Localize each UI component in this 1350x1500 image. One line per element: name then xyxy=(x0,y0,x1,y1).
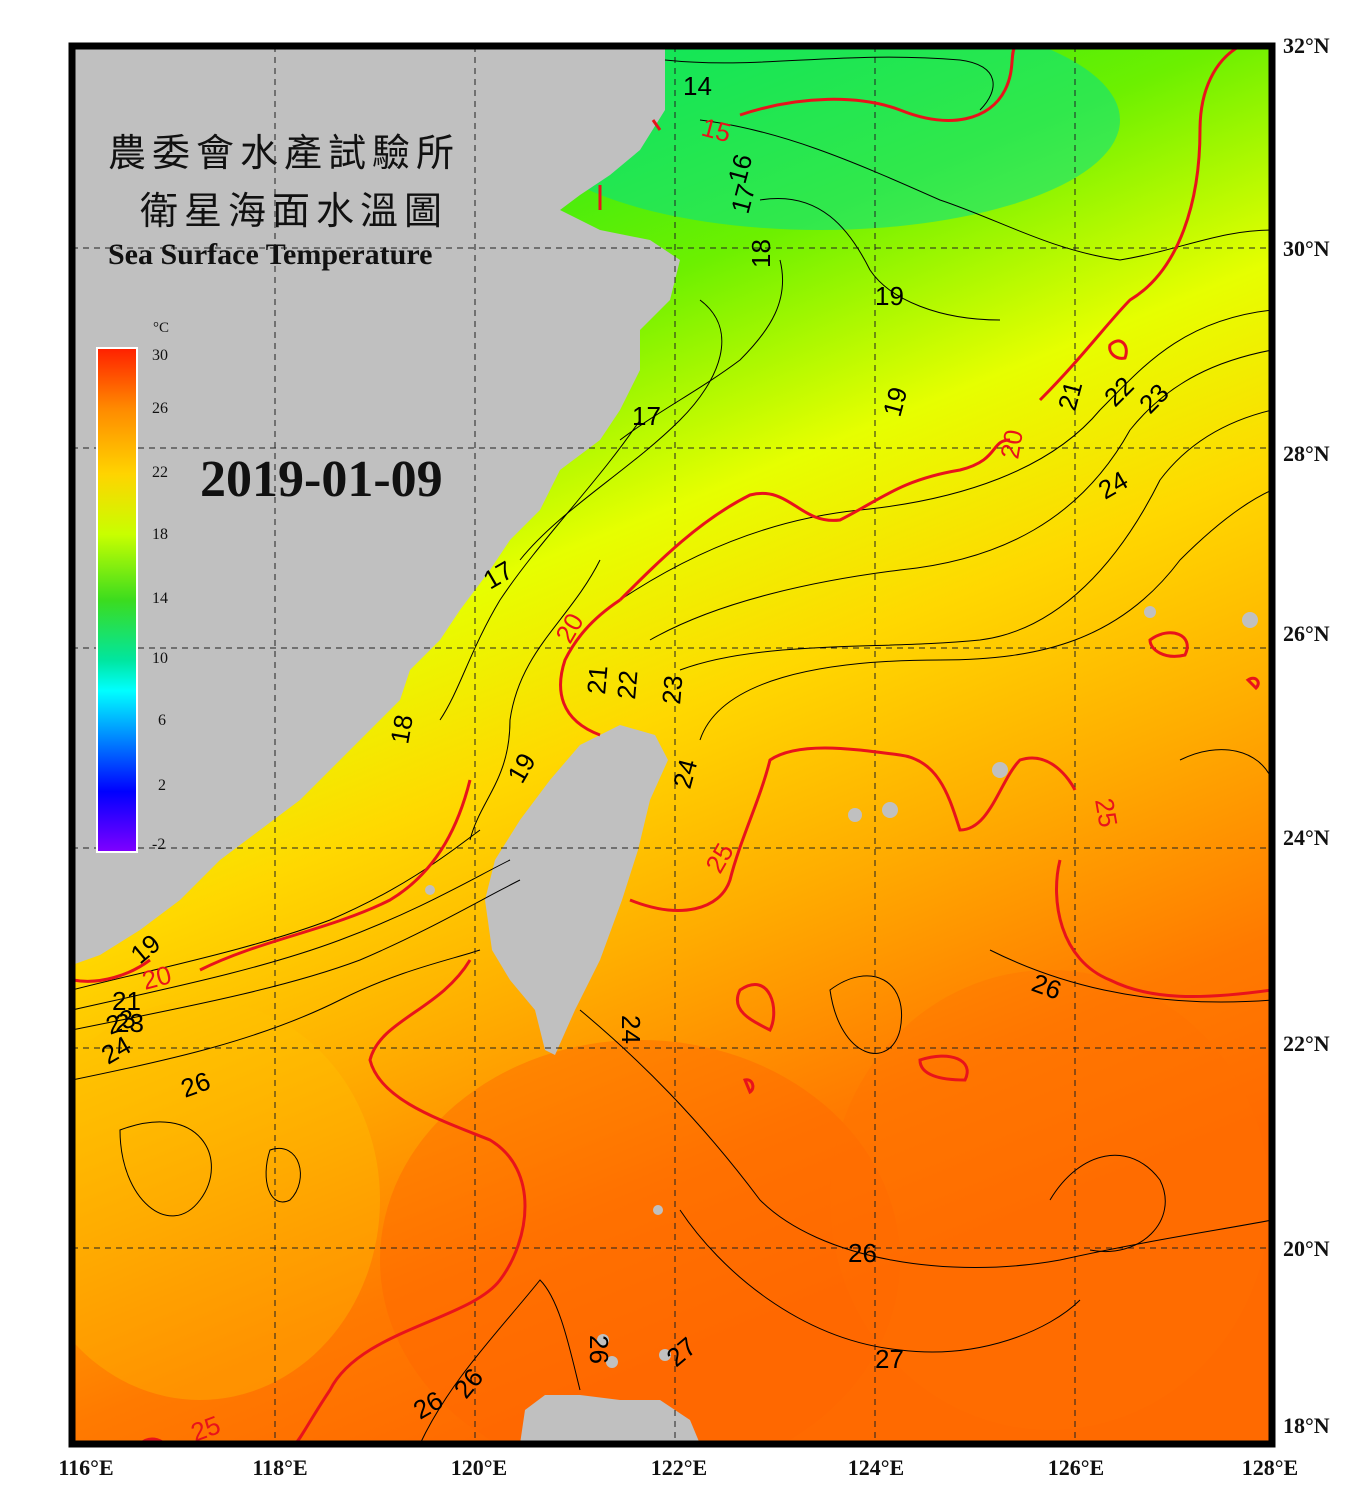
colorbar-tick: 14 xyxy=(152,590,168,607)
lat-label: 22°N xyxy=(1283,1031,1330,1056)
contour-label: 21 xyxy=(581,664,613,695)
contour-label: 22 xyxy=(611,669,643,700)
lon-label: 124°E xyxy=(847,1455,905,1480)
contour-label: 20 xyxy=(994,427,1029,461)
colorbar-tick: 22 xyxy=(152,464,168,481)
china-mainland xyxy=(72,46,680,965)
contour-label: 25 xyxy=(1089,796,1124,830)
lat-label: 32°N xyxy=(1283,33,1330,58)
contour-label: 19 xyxy=(875,281,904,311)
contour-label: 14 xyxy=(683,71,712,101)
luzon-island xyxy=(520,1395,700,1444)
lon-label: 128°E xyxy=(1241,1455,1299,1480)
taiwan-island xyxy=(485,725,668,1055)
lat-label: 28°N xyxy=(1283,441,1330,466)
lon-label: 122°E xyxy=(650,1455,708,1480)
lon-label: 118°E xyxy=(252,1455,308,1480)
colorbar-tick: 10 xyxy=(152,650,168,667)
colorbar-tick: 26 xyxy=(152,400,168,417)
small-islands xyxy=(425,606,1258,1368)
contour-label: 24 xyxy=(616,1015,646,1044)
map-frame xyxy=(68,42,1276,1448)
colorbar-tick: 30 xyxy=(152,347,168,364)
lon-label: 116°E xyxy=(58,1455,114,1480)
contour-label: 23 xyxy=(115,1008,144,1038)
contour-label: 27 xyxy=(875,1344,904,1374)
contour-label: 23 xyxy=(656,674,688,705)
isotherms-red xyxy=(72,46,1272,1444)
isotherms-black xyxy=(72,56,1272,1444)
contour-label: 18 xyxy=(384,712,419,746)
lon-label: 120°E xyxy=(450,1455,508,1480)
contour-label: 18 xyxy=(746,239,776,268)
title-chinese-line2: 衛星海面水溫圖 xyxy=(140,191,449,233)
lon-label: 126°E xyxy=(1047,1455,1105,1480)
contour-label: 17 xyxy=(632,401,661,431)
title-english: Sea Surface Temperature xyxy=(108,238,433,271)
colorbar-tick: 2 xyxy=(158,777,166,794)
colorbar-tick: 6 xyxy=(158,712,166,729)
lat-label: 30°N xyxy=(1283,236,1330,261)
colorbar-tick: -2 xyxy=(152,836,166,853)
map-date: 2019-01-09 xyxy=(200,451,443,508)
colorbar-unit: °C xyxy=(153,320,170,336)
lat-label: 26°N xyxy=(1283,621,1330,646)
colorbar xyxy=(96,347,138,853)
title-chinese-line1: 農委會水產試驗所 xyxy=(108,133,461,175)
graticule xyxy=(72,46,1272,1444)
colorbar-tick: 18 xyxy=(152,526,168,543)
contour-label: 26 xyxy=(584,1335,614,1364)
lat-label: 18°N xyxy=(1283,1413,1330,1438)
contour-label: 26 xyxy=(848,1238,877,1268)
lat-label: 24°N xyxy=(1283,825,1330,850)
lat-label: 20°N xyxy=(1283,1236,1330,1261)
contour-label: 21 xyxy=(112,986,141,1016)
